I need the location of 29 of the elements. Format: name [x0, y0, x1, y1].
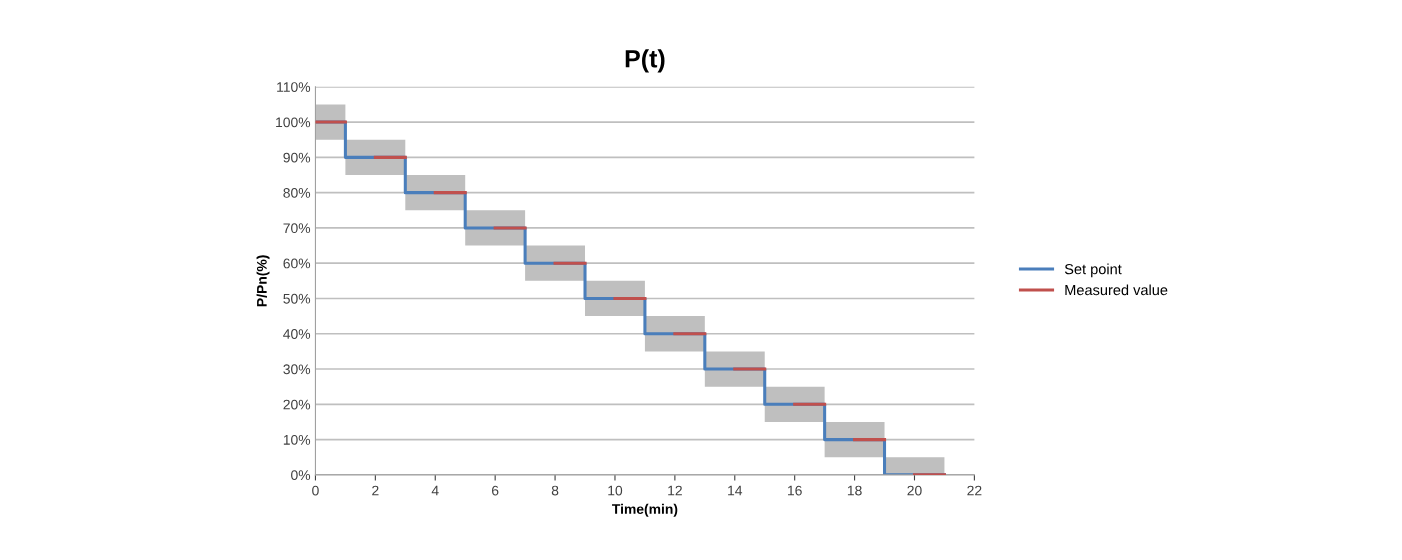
x-tick-label: 0: [312, 485, 319, 496]
x-tick-label: 12: [668, 485, 682, 496]
x-tick-label: 4: [431, 485, 439, 496]
y-tick-label: 110%: [277, 82, 311, 92]
y-tick-label: 100%: [276, 117, 311, 128]
y-tick-label: 0%: [291, 470, 311, 481]
x-tick-label: 18: [847, 485, 862, 496]
x-tick-label: 2: [372, 485, 379, 496]
x-tick-label: 14: [728, 485, 743, 496]
y-tick-label: 20%: [283, 399, 311, 410]
y-tick-label: 60%: [283, 258, 311, 269]
x-tick-label: 10: [608, 485, 623, 496]
chart-title: P(t): [625, 49, 665, 73]
y-tick-label: 80%: [283, 187, 311, 198]
y-tick-label: 40%: [283, 329, 311, 339]
y-tick-label: 30%: [283, 364, 311, 375]
y-tick-label: 90%: [283, 152, 311, 163]
x-axis-title: Time(min): [612, 503, 678, 517]
legend-label: Set point: [1064, 263, 1122, 278]
x-tick-label: 8: [551, 485, 559, 496]
y-axis-title: P/Pn(%): [256, 255, 270, 307]
x-tick-label: 16: [788, 485, 802, 496]
x-tick-label: 6: [492, 485, 499, 496]
y-tick-label: 70%: [283, 223, 311, 234]
legend-label: Measured value: [1065, 284, 1168, 296]
y-tick-label: 50%: [283, 293, 311, 304]
x-tick-label: 20: [907, 485, 922, 496]
x-tick-label: 22: [967, 485, 982, 496]
y-tick-label: 10%: [283, 434, 311, 445]
